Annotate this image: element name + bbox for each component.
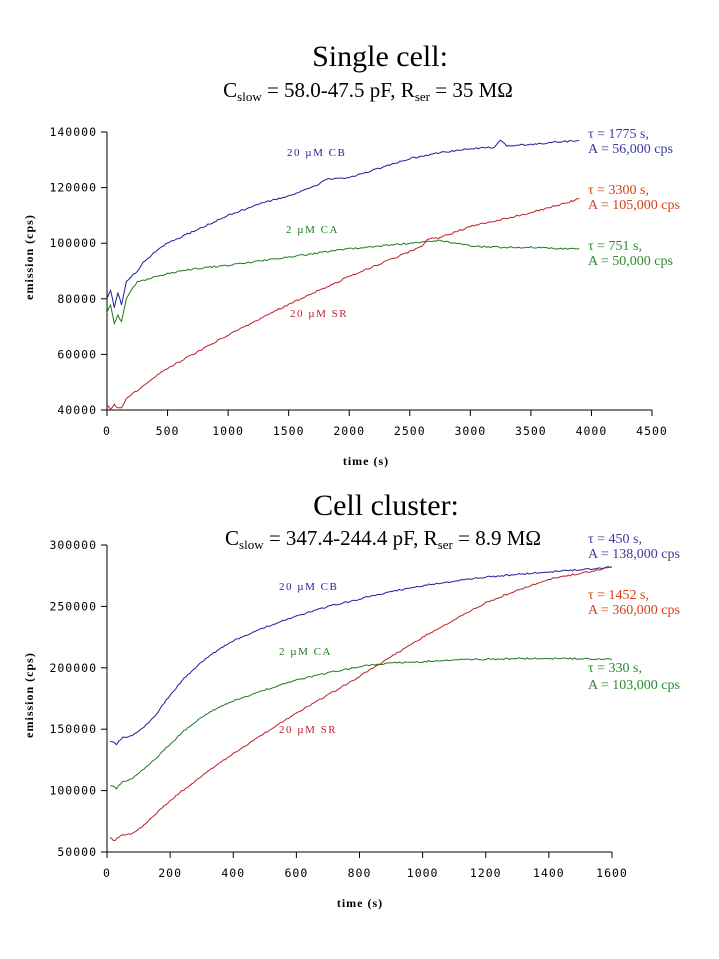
chart-subtitle: Cslow = 347.4-244.4 pF, Rser = 8.9 MΩ xyxy=(225,526,541,552)
series-line-20-m-sr xyxy=(106,197,580,410)
x-tick-label: 0 xyxy=(103,424,111,438)
annotation-ca-tau: τ = 330 s, xyxy=(588,661,642,676)
annotation-sr-amp: A = 105,000 cps xyxy=(588,198,680,213)
y-tick-label: 80000 xyxy=(57,292,97,306)
annotation-sr-tau: τ = 1452 s, xyxy=(588,588,649,603)
c-label: C xyxy=(225,526,239,550)
series-lines xyxy=(106,139,580,410)
y-tick-label: 140000 xyxy=(49,125,97,139)
series-label-cb: 20 µM CB xyxy=(287,147,346,159)
series-line-20-m-cb xyxy=(110,566,613,746)
x-tick-label: 1400 xyxy=(533,866,565,880)
c-value: = 347.4-244.4 pF, R xyxy=(264,526,438,550)
x-tick-label: 800 xyxy=(348,866,372,880)
chart-title: Cell cluster: xyxy=(313,489,459,522)
series-label-ca: 2 µM CA xyxy=(279,646,332,658)
series-lines xyxy=(109,566,613,842)
y-tick-label: 300000 xyxy=(49,538,97,552)
x-tick-label: 600 xyxy=(284,866,308,880)
x-tick-label: 2000 xyxy=(333,424,365,438)
series-label-sr: 20 µM SR xyxy=(290,308,348,320)
y-tick-label: 150000 xyxy=(49,722,97,736)
x-tick-label: 3500 xyxy=(515,424,547,438)
y-axis-label: emission (cps) xyxy=(22,652,36,738)
r-subscript: ser xyxy=(415,89,431,104)
annotation-sr-tau: τ = 3300 s, xyxy=(588,183,649,198)
annotation-ca-tau: τ = 751 s, xyxy=(588,239,642,254)
annotation-cb-amp: A = 56,000 cps xyxy=(588,142,673,157)
c-subscript: slow xyxy=(237,89,262,104)
series-label-cb: 20 µM CB xyxy=(279,581,338,593)
chart-subtitle: Cslow = 58.0-47.5 pF, Rser = 35 MΩ xyxy=(223,78,513,104)
x-tick-label: 200 xyxy=(158,866,182,880)
cell-cluster-chart: Cell cluster: Cslow = 347.4-244.4 pF, Rs… xyxy=(22,489,680,910)
y-tick-label: 250000 xyxy=(49,599,97,613)
single-cell-chart: Single cell: Cslow = 58.0-47.5 pF, Rser … xyxy=(22,40,680,468)
y-tick-label: 60000 xyxy=(57,347,97,361)
x-tick-label: 4500 xyxy=(636,424,668,438)
x-tick-label: 500 xyxy=(156,424,180,438)
x-tick-label: 2500 xyxy=(394,424,426,438)
y-tick-label: 200000 xyxy=(49,661,97,675)
annotation-ca-amp: A = 50,000 cps xyxy=(588,254,673,269)
annotation-cb-tau: τ = 450 s, xyxy=(588,532,642,547)
x-tick-label: 1500 xyxy=(273,424,305,438)
series-line-2-m-ca xyxy=(110,657,613,790)
x-tick-label: 1600 xyxy=(596,866,628,880)
y-ticks: 50000 100000 150000 200000 250000 300000 xyxy=(49,538,107,859)
y-tick-label: 50000 xyxy=(57,845,97,859)
x-tick-label: 1000 xyxy=(212,424,244,438)
series-label-sr: 20 µM SR xyxy=(279,724,337,736)
c-subscript: slow xyxy=(239,537,264,552)
series-label-ca: 2 µM CA xyxy=(286,224,339,236)
x-tick-label: 3000 xyxy=(454,424,486,438)
series-line-20-m-cb xyxy=(106,139,580,308)
y-tick-label: 40000 xyxy=(57,403,97,417)
x-tick-label: 4000 xyxy=(576,424,608,438)
x-tick-label: 1000 xyxy=(407,866,439,880)
x-ticks: 0 200 400 600 800 1000 1200 1400 1600 xyxy=(103,852,628,880)
chart-title: Single cell: xyxy=(312,40,448,73)
y-tick-label: 100000 xyxy=(49,784,97,798)
x-axis-label: time (s) xyxy=(343,454,389,468)
x-ticks: 0 500 1000 1500 2000 2500 3000 3500 4000 4500 xyxy=(103,410,668,438)
x-axis-label: time (s) xyxy=(337,896,383,910)
series-line-20-m-sr xyxy=(109,566,613,842)
y-axis-label: emission (cps) xyxy=(22,214,36,300)
y-tick-label: 120000 xyxy=(49,181,97,195)
r-subscript: ser xyxy=(438,537,454,552)
y-ticks: 40000 60000 80000 100000 120000 140000 xyxy=(49,125,107,417)
series-line-2-m-ca xyxy=(106,239,580,326)
x-tick-label: 1200 xyxy=(470,866,502,880)
r-value: = 35 MΩ xyxy=(430,78,513,102)
y-tick-label: 100000 xyxy=(49,236,97,250)
c-value: = 58.0-47.5 pF, R xyxy=(262,78,415,102)
c-label: C xyxy=(223,78,237,102)
r-value: = 8.9 MΩ xyxy=(453,526,541,550)
annotation-sr-amp: A = 360,000 cps xyxy=(588,603,680,618)
x-tick-label: 0 xyxy=(103,866,111,880)
annotation-cb-tau: τ = 1775 s, xyxy=(588,127,649,142)
x-tick-label: 400 xyxy=(221,866,245,880)
annotation-ca-amp: A = 103,000 cps xyxy=(588,678,680,693)
annotation-cb-amp: A = 138,000 cps xyxy=(588,547,680,562)
